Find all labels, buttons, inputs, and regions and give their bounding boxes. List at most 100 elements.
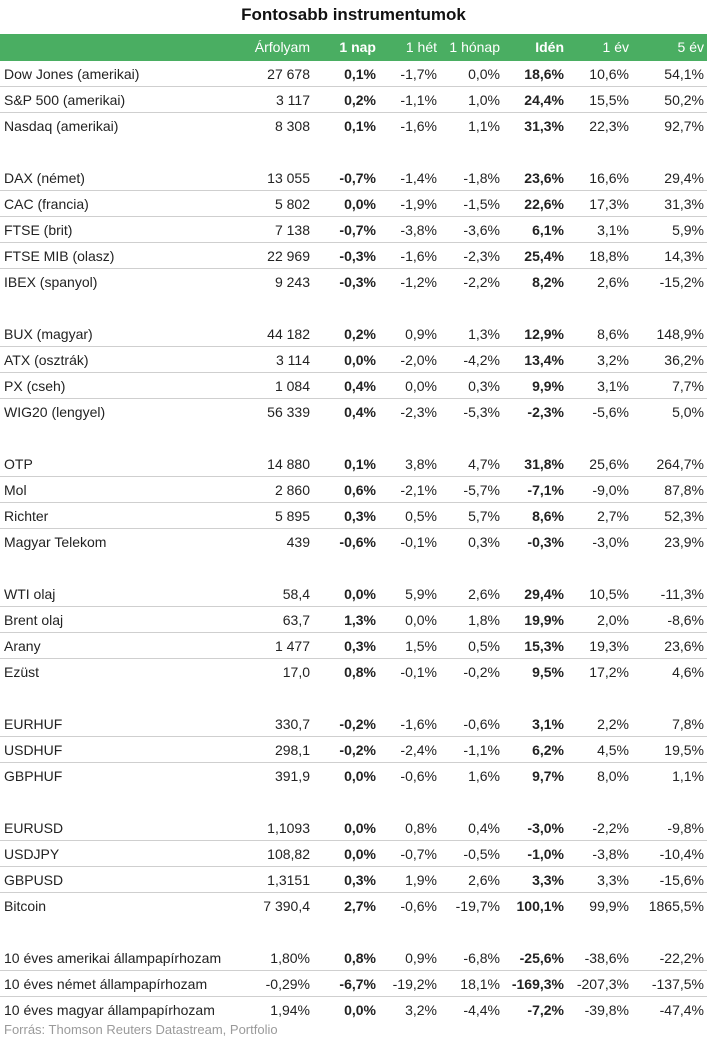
value-iden: -7,2% (527, 1002, 564, 1018)
value-1-het: -1,2% (400, 274, 437, 290)
row-label: EURHUF (4, 716, 63, 732)
value-1-ev: 22,3% (589, 118, 629, 134)
value-1-nap: 0,1% (344, 66, 376, 82)
value-1-het: -0,6% (400, 898, 437, 914)
row-label: 10 éves amerikai állampapírhozam (4, 950, 222, 966)
value-5-ev: 4,6% (672, 664, 704, 680)
header-1-het: 1 hét (405, 39, 437, 55)
value-1-ev: 15,5% (589, 92, 629, 108)
value-1-nap: 0,4% (344, 378, 376, 394)
value-1-ev: 3,2% (597, 352, 629, 368)
value-5-ev: -9,8% (667, 820, 704, 836)
value-arfolyam: -0,29% (265, 976, 310, 992)
table-row: S&P 500 (amerikai) 3 117 0,2% -1,1% 1,0% 24,4… (0, 87, 707, 113)
value-arfolyam: 27 678 (267, 66, 310, 82)
value-iden: 6,2% (532, 742, 564, 758)
value-1-het: 0,0% (405, 378, 437, 394)
value-iden: -169,3% (511, 976, 564, 992)
value-1-het: -1,6% (400, 118, 437, 134)
value-1-nap: 0,0% (344, 352, 376, 368)
value-arfolyam: 17,0 (282, 664, 310, 680)
value-1-nap: 0,1% (344, 118, 376, 134)
value-1-nap: -0,7% (339, 222, 376, 238)
value-5-ev: 264,7% (656, 456, 704, 472)
value-iden: 29,4% (524, 586, 564, 602)
table-row: IBEX (spanyol) 9 243 -0,3% -1,2% -2,2% 8,2% 2,… (0, 269, 707, 295)
value-1-nap: 0,6% (344, 482, 376, 498)
value-1-ev: -3,0% (592, 534, 629, 550)
row-label: BUX (magyar) (4, 326, 93, 342)
value-iden: 19,9% (524, 612, 564, 628)
value-1-honap: 0,0% (468, 66, 500, 82)
value-1-ev: 2,0% (597, 612, 629, 628)
value-1-het: -2,4% (400, 742, 437, 758)
row-label: IBEX (spanyol) (4, 274, 98, 290)
row-label: WTI olaj (4, 586, 56, 602)
value-1-het: 3,8% (405, 456, 437, 472)
value-1-het: 0,0% (405, 612, 437, 628)
value-1-nap: 0,2% (344, 326, 376, 342)
value-iden: 24,4% (524, 92, 564, 108)
value-arfolyam: 7 390,4 (263, 898, 310, 914)
value-1-ev: 3,1% (597, 378, 629, 394)
value-1-nap: 0,0% (344, 768, 376, 784)
value-arfolyam: 13 055 (267, 170, 310, 186)
value-1-honap: 1,8% (468, 612, 500, 628)
table-title: Fontosabb instrumentumok (241, 5, 466, 24)
row-label: Brent olaj (4, 612, 64, 628)
value-1-honap: -4,4% (463, 1002, 500, 1018)
table-row: EURHUF 330,7 -0,2% -1,6% -0,6% 3,1% 2,2% 7,8% (0, 711, 707, 737)
value-1-honap: -1,8% (463, 170, 500, 186)
value-arfolyam: 5 895 (274, 508, 310, 524)
value-1-honap: 2,6% (468, 586, 500, 602)
header-iden: Idén (535, 39, 564, 55)
value-1-ev: 2,7% (597, 508, 629, 524)
row-label: Mol (4, 482, 27, 498)
value-5-ev: 1865,5% (648, 898, 704, 914)
value-arfolyam: 3 114 (276, 352, 310, 368)
value-iden: 3,3% (532, 872, 564, 888)
value-arfolyam: 1,1093 (267, 820, 310, 836)
row-label: Richter (4, 508, 49, 524)
value-1-honap: -0,5% (463, 846, 500, 862)
value-arfolyam: 56 339 (267, 404, 310, 420)
value-iden: 6,1% (532, 222, 564, 238)
table-row: GBPHUF 391,9 0,0% -0,6% 1,6% 9,7% 8,0% 1,1% (0, 763, 707, 789)
header-5-ev: 5 év (677, 39, 704, 55)
table-row: 10 éves magyar állampapírhozam 1,94% 0,0% 3… (0, 997, 707, 1023)
row-label: WIG20 (lengyel) (4, 404, 106, 420)
value-1-het: 0,5% (405, 508, 437, 524)
value-1-nap: -0,3% (339, 274, 376, 290)
value-1-ev: 17,2% (589, 664, 629, 680)
table-row: Nasdaq (amerikai) 8 308 0,1% -1,6% 1,1% 31,3%… (0, 113, 707, 139)
group-spacer (0, 789, 707, 815)
value-5-ev: 23,6% (664, 638, 704, 654)
value-5-ev: 14,3% (664, 248, 704, 264)
row-label: GBPHUF (4, 768, 63, 784)
value-arfolyam: 14 880 (267, 456, 310, 472)
value-1-ev: 2,6% (597, 274, 629, 290)
value-5-ev: 148,9% (656, 326, 704, 342)
value-1-honap: -19,7% (455, 898, 500, 914)
value-1-het: 3,2% (405, 1002, 437, 1018)
value-arfolyam: 1 477 (274, 638, 310, 654)
table-row: Brent olaj 63,7 1,3% 0,0% 1,8% 19,9% 2,0% -8,6% (0, 607, 707, 633)
value-1-ev: -5,6% (592, 404, 629, 420)
value-1-honap: 1,3% (468, 326, 500, 342)
value-1-het: -1,1% (400, 92, 437, 108)
row-label: PX (cseh) (4, 378, 66, 394)
value-arfolyam: 439 (286, 534, 310, 550)
value-5-ev: -11,3% (660, 586, 704, 602)
value-5-ev: 7,7% (672, 378, 704, 394)
value-1-honap: -0,2% (463, 664, 500, 680)
value-1-het: -1,9% (400, 196, 437, 212)
table-row: Bitcoin 7 390,4 2,7% -0,6% -19,7% 100,1% 99,9%… (0, 893, 707, 919)
value-iden: 22,6% (524, 196, 564, 212)
group-spacer (0, 555, 707, 581)
value-1-nap: -0,2% (339, 716, 376, 732)
value-1-het: -2,0% (400, 352, 437, 368)
value-iden: 31,8% (524, 456, 564, 472)
value-1-honap: 0,5% (468, 638, 500, 654)
row-label: FTSE (brit) (4, 222, 73, 238)
value-5-ev: -47,4% (659, 1002, 704, 1018)
